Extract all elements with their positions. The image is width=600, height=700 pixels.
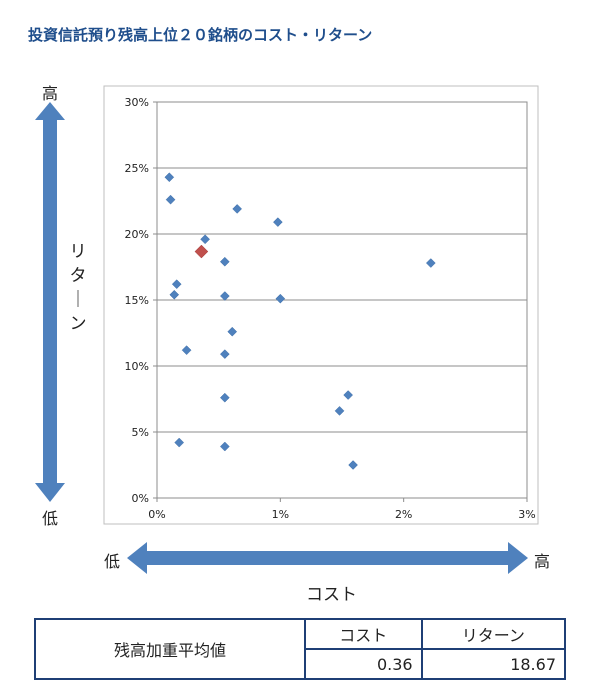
weighted-average-table: 残高加重平均値 コスト リターン 0.36 18.67 bbox=[34, 618, 567, 680]
y-high-label: 高 bbox=[42, 84, 59, 103]
data-point bbox=[219, 392, 230, 403]
x-high-label: 高 bbox=[534, 552, 551, 571]
x-tick-label: 1% bbox=[272, 508, 289, 521]
y-tick-label: 5% bbox=[132, 426, 149, 439]
y-tick-label: 15% bbox=[125, 294, 149, 307]
data-point bbox=[275, 293, 286, 304]
y-tick-label: 20% bbox=[125, 228, 149, 241]
y-tick-label: 0% bbox=[132, 492, 149, 505]
data-point bbox=[165, 194, 176, 205]
data-point bbox=[219, 441, 230, 452]
page-title: 投資信託預り残高上位２０銘柄のコスト・リターン bbox=[28, 26, 373, 44]
x-tick-label: 3% bbox=[518, 508, 535, 521]
x-tick-label: 2% bbox=[395, 508, 412, 521]
data-point bbox=[227, 326, 238, 337]
weighted-average-point bbox=[194, 244, 209, 259]
data-point bbox=[273, 217, 283, 227]
chart-border bbox=[103, 85, 539, 525]
y-axis-title-char: ｜ bbox=[69, 290, 87, 310]
return-header: リターン bbox=[420, 618, 567, 650]
data-point bbox=[164, 172, 175, 183]
y-axis-title-char: タ bbox=[69, 266, 87, 286]
data-point bbox=[169, 289, 180, 300]
data-point bbox=[348, 460, 358, 470]
data-point bbox=[219, 256, 230, 267]
data-point bbox=[425, 258, 436, 268]
data-point bbox=[232, 204, 243, 214]
cost-header: コスト bbox=[304, 618, 423, 650]
data-point bbox=[343, 390, 354, 400]
y-tick-label: 25% bbox=[125, 162, 149, 175]
y-axis-title-char: ン bbox=[69, 314, 87, 334]
scatter-chart: 0% 5% 10% 15% 20% 25% 30% 0% 1% 2% 3% bbox=[35, 85, 539, 574]
data-point bbox=[181, 345, 192, 356]
x-axis-title: コスト bbox=[306, 585, 357, 605]
data-point bbox=[171, 279, 182, 290]
x-axis-arrow bbox=[127, 542, 528, 574]
data-point bbox=[174, 437, 185, 448]
return-value: 18.67 bbox=[420, 648, 567, 680]
x-tick-label: 0% bbox=[148, 508, 165, 521]
y-tick-label: 30% bbox=[125, 96, 149, 109]
y-tick-label: 10% bbox=[125, 360, 149, 373]
data-point bbox=[200, 234, 210, 245]
data-point bbox=[219, 291, 230, 301]
cost-value: 0.36 bbox=[304, 648, 423, 680]
y-axis-arrow bbox=[35, 102, 65, 502]
x-low-label: 低 bbox=[104, 552, 121, 571]
weighted-average-label: 残高加重平均値 bbox=[34, 618, 306, 680]
data-point bbox=[219, 349, 230, 359]
y-low-label: 低 bbox=[42, 509, 59, 528]
y-axis-title-char: リ bbox=[69, 242, 87, 262]
data-point bbox=[334, 406, 345, 416]
y-axis-title: リタ ｜ ン bbox=[68, 240, 88, 336]
